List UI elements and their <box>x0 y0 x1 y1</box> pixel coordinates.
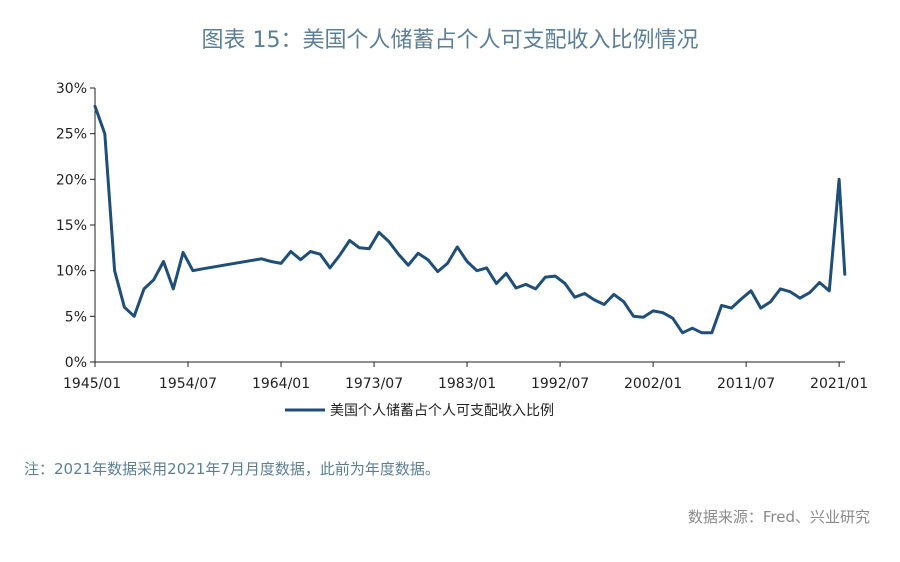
x-tick-label: 1964/01 <box>252 376 310 392</box>
x-tick-label: 2011/07 <box>717 376 775 392</box>
y-tick-label: 0% <box>65 355 87 371</box>
line-chart: 0% 5% 10% 15% 20% 25% 30% 1945/01 1954/07 1964/0… <box>56 81 868 419</box>
y-tick-label: 5% <box>65 309 87 325</box>
x-tick-label: 1992/07 <box>531 376 589 392</box>
y-tick-label: 10% <box>56 264 87 280</box>
y-tick-label: 30% <box>56 81 87 97</box>
y-tick-label: 25% <box>56 127 87 143</box>
y-tick-label: 15% <box>56 218 87 234</box>
plot-area <box>93 104 847 335</box>
legend: 美国个人储蓄占个人可支配收入比例 <box>285 403 554 419</box>
x-tick-label: 2002/01 <box>624 376 682 392</box>
x-tick-label: 1973/07 <box>345 376 403 392</box>
x-tick-label: 2021/01 <box>810 376 868 392</box>
x-tick-label: 1945/01 <box>63 376 121 392</box>
x-axis: 1945/01 1954/07 1964/01 1973/07 1983/01 1992/… <box>63 361 868 392</box>
y-tick-label: 20% <box>56 172 87 188</box>
footnote: 注：2021年数据采用2021年7月月度数据，此前为年度数据。 <box>24 460 440 478</box>
x-tick-label: 1983/01 <box>438 376 496 392</box>
legend-label: 美国个人储蓄占个人可支配收入比例 <box>330 403 554 419</box>
series-line <box>93 104 847 335</box>
y-axis: 0% 5% 10% 15% 20% 25% 30% <box>56 81 96 371</box>
chart-title: 图表 15：美国个人储蓄占个人可支配收入比例情况 <box>201 28 699 53</box>
data-source: 数据来源：Fred、兴业研究 <box>687 508 870 526</box>
x-tick-label: 1954/07 <box>159 376 217 392</box>
